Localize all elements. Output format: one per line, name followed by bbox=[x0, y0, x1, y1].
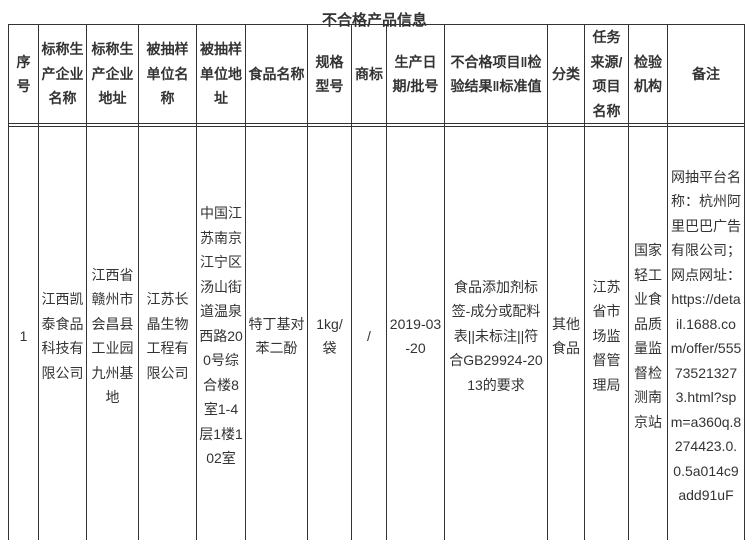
cell-food-name: 特丁基对苯二酚 bbox=[245, 126, 308, 540]
cell-production-date: 2019-03-20 bbox=[386, 126, 445, 540]
cell-category: 其他食品 bbox=[547, 126, 585, 540]
cell-remarks: 网抽平台名称：杭州阿里巴巴广告有限公司； 网点网址：https://detail… bbox=[667, 126, 745, 540]
table-row: 1 江西凯泰食品科技有限公司 江西省赣州市会昌县工业园九州基地 江苏长晶生物工程… bbox=[8, 126, 745, 540]
cell-task-source: 江苏省市场监督管理局 bbox=[584, 126, 629, 540]
cell-spec-model: 1kg/袋 bbox=[307, 126, 352, 540]
cell-producer-address: 江西省赣州市会昌县工业园九州基地 bbox=[86, 126, 139, 540]
product-info-table: 序号 标称生产企业名称 标称生产企业地址 被抽样单位名称 被抽样单位地址 食品名… bbox=[8, 24, 745, 540]
cell-sampled-unit-name: 江苏长晶生物工程有限公司 bbox=[138, 126, 197, 540]
col-header-producer-name: 标称生产企业名称 bbox=[38, 24, 87, 124]
col-header-failed-items: 不合格项目‖检验结果‖标准值 bbox=[444, 24, 548, 124]
col-header-food-name: 食品名称 bbox=[245, 24, 308, 124]
col-header-category: 分类 bbox=[547, 24, 585, 124]
cell-serial-number: 1 bbox=[8, 126, 39, 540]
col-header-task-source: 任务来源/项目名称 bbox=[584, 24, 629, 124]
col-header-sampled-unit-name: 被抽样单位名称 bbox=[138, 24, 197, 124]
page-title: 不合格产品信息 bbox=[321, 12, 427, 29]
col-header-inspection-agency: 检验机构 bbox=[628, 24, 668, 124]
col-header-remarks: 备注 bbox=[667, 24, 745, 124]
table-header-row: 序号 标称生产企业名称 标称生产企业地址 被抽样单位名称 被抽样单位地址 食品名… bbox=[8, 24, 745, 124]
cell-producer-name: 江西凯泰食品科技有限公司 bbox=[38, 126, 87, 540]
cell-trademark: / bbox=[351, 126, 387, 540]
remark-platform-name: 网抽平台名称：杭州阿里巴巴广告有限公司； bbox=[671, 168, 741, 259]
col-header-sampled-unit-address: 被抽样单位地址 bbox=[196, 24, 246, 124]
col-header-spec-model: 规格型号 bbox=[307, 24, 352, 124]
cell-sampled-unit-address: 中国江苏南京江宁区汤山街道温泉西路200号综合楼8室1-4层1楼102室 bbox=[196, 126, 246, 540]
cell-inspection-agency: 国家轻工业食品质量监督检测南京站 bbox=[628, 126, 668, 540]
col-header-serial-number: 序号 bbox=[8, 24, 39, 124]
remark-shop-url: 网点网址：https://detail.1688.com/offer/55573… bbox=[670, 266, 742, 504]
cell-failed-items: 食品添加剂标签-成分或配料表||未标注||符合GB29924-2013的要求 bbox=[444, 126, 548, 540]
col-header-production-date: 生产日期/批号 bbox=[386, 24, 445, 124]
col-header-trademark: 商标 bbox=[351, 24, 387, 124]
col-header-producer-address: 标称生产企业地址 bbox=[86, 24, 139, 124]
